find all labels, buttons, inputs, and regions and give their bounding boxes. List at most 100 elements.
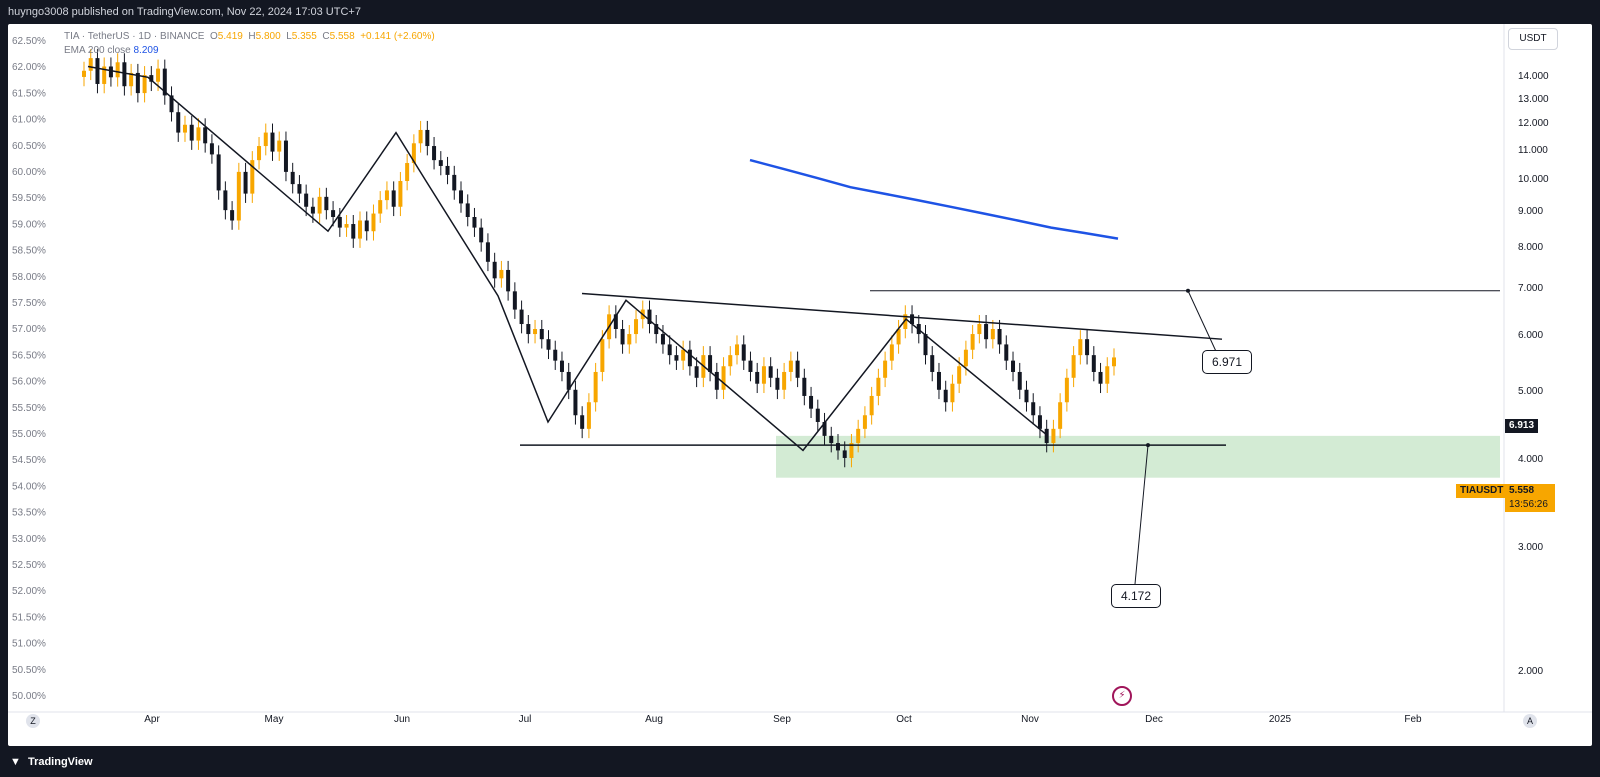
percent-axis-tick-label: 58.00% <box>12 272 46 283</box>
zigzag-pattern[interactable] <box>87 65 1049 452</box>
candle-body <box>930 355 935 372</box>
open-label: O <box>210 31 218 42</box>
candle-body <box>358 220 363 239</box>
candle-body <box>445 165 450 175</box>
candle-body <box>647 309 652 325</box>
candle-body <box>775 377 780 390</box>
ema-200-line[interactable] <box>749 158 1119 240</box>
candle-body <box>506 269 511 292</box>
percent-axis-tick-label: 53.50% <box>12 508 46 519</box>
percent-axis-tick-label: 52.00% <box>12 586 46 597</box>
candle-body <box>1112 357 1116 367</box>
candle-body <box>512 291 517 310</box>
legend-row-ema: EMA 200 close 8.209 <box>64 44 435 58</box>
tradingview-logo-icon[interactable]: ▼ <box>10 756 21 768</box>
candle-body <box>714 371 719 390</box>
candle-body <box>135 72 140 94</box>
candle-body <box>351 224 356 239</box>
time-axis-tick-label: Oct <box>896 714 912 725</box>
candle-body <box>728 355 733 367</box>
descending-trendline[interactable] <box>581 292 1223 340</box>
candle-body <box>257 146 262 161</box>
candle-body <box>539 328 544 340</box>
price-axis-tick-label: 10.000 <box>1518 174 1549 185</box>
candle-body <box>896 328 901 345</box>
candle-body <box>465 203 470 218</box>
candle-body <box>122 62 127 87</box>
candle-body <box>815 408 820 422</box>
flash-icon[interactable]: ⚡ <box>1112 686 1132 706</box>
candle-body <box>903 314 908 329</box>
candle-body <box>936 371 941 390</box>
percent-axis-tick-label: 59.50% <box>12 193 46 204</box>
candle-body <box>452 174 457 191</box>
candle-body <box>82 70 86 77</box>
publish-header: huyngo3008 published on TradingView.com,… <box>0 0 1600 24</box>
price-axis-tick-label: 9.000 <box>1518 206 1543 217</box>
chart-frame[interactable]: 14.000 13.000 12.000 11.000 10.000 9.000 8.000… <box>8 24 1592 746</box>
percent-axis-tick-label: 54.50% <box>12 455 46 466</box>
percent-axis-tick-label: 59.00% <box>12 219 46 230</box>
percent-axis-tick-label: 61.50% <box>12 88 46 99</box>
time-axis-tick-label: Dec <box>1145 714 1163 725</box>
candle-body <box>472 217 477 228</box>
candle-body <box>283 140 288 172</box>
candle-body <box>660 334 665 345</box>
callout-top-anchor <box>1186 288 1190 293</box>
time-axis-tick-label: Sep <box>773 714 791 725</box>
candle-body <box>842 450 847 458</box>
callout-top[interactable]: 6.971 <box>1202 350 1252 374</box>
legend-row-price: TIA · TetherUS · 1D · BINANCE O5.419 H5.… <box>64 31 435 42</box>
change-value: +0.141 (+2.60%) <box>360 31 435 42</box>
auto-scale-left-button[interactable]: Z <box>26 714 40 728</box>
candle-body <box>997 328 1002 345</box>
candle-body <box>667 344 672 356</box>
candle-body <box>250 160 255 194</box>
callout-bottom-anchor <box>1146 443 1150 448</box>
candle-body <box>553 349 558 361</box>
candle-body <box>115 62 120 78</box>
candle-body <box>499 269 504 279</box>
currency-button[interactable]: USDT <box>1508 28 1558 50</box>
price-axis-tick-label: 2.000 <box>1518 666 1543 677</box>
ema-label[interactable]: EMA 200 close <box>64 45 131 56</box>
candle-body <box>149 75 154 82</box>
candle-body <box>526 324 531 335</box>
candle-body <box>634 319 639 335</box>
support-zone[interactable] <box>776 435 1500 478</box>
candle-body <box>304 193 309 207</box>
time-axis-tick-label: May <box>265 714 284 725</box>
auto-scale-right-button[interactable]: A <box>1523 714 1537 728</box>
percent-axis-tick-label: 61.00% <box>12 115 46 126</box>
candle-body <box>169 95 174 113</box>
percent-axis-tick-label: 58.50% <box>12 246 46 257</box>
percent-axis-tick-label: 50.50% <box>12 665 46 676</box>
candle-body <box>196 127 201 141</box>
close-value: 5.558 <box>329 31 355 42</box>
candle-body <box>708 355 713 372</box>
candle-body <box>782 371 787 390</box>
candle-body <box>869 395 874 416</box>
ema-value: 8.209 <box>133 45 159 56</box>
candle-body <box>654 324 659 335</box>
tradingview-logo-text[interactable]: TradingView <box>27 756 93 768</box>
candle-body <box>856 428 861 444</box>
candle-body <box>1044 428 1049 444</box>
candle-body <box>1078 339 1083 356</box>
resistance-price-tag: 6.913 <box>1505 419 1539 433</box>
time-axis-tick-label: Jul <box>519 714 532 725</box>
percent-axis-tick-label: 50.00% <box>12 691 46 702</box>
candle-body <box>923 334 928 356</box>
candle-body <box>943 389 948 403</box>
callout-bottom[interactable]: 4.172 <box>1111 584 1161 608</box>
legend-symbol[interactable]: TIA <box>64 31 80 42</box>
candle-body <box>748 360 753 372</box>
price-axis-tick-label: 8.000 <box>1518 242 1543 253</box>
candle-body <box>519 309 524 325</box>
candle-body <box>1071 355 1076 378</box>
legend-name: TetherUS <box>87 31 130 42</box>
price-axis-tick-label: 5.000 <box>1518 386 1543 397</box>
percent-axis-tick-label: 62.50% <box>12 36 46 47</box>
price-axis-tick-label: 11.000 <box>1518 145 1548 156</box>
chart-svg[interactable]: 14.000 13.000 12.000 11.000 10.000 9.000 8.000… <box>8 24 1592 746</box>
